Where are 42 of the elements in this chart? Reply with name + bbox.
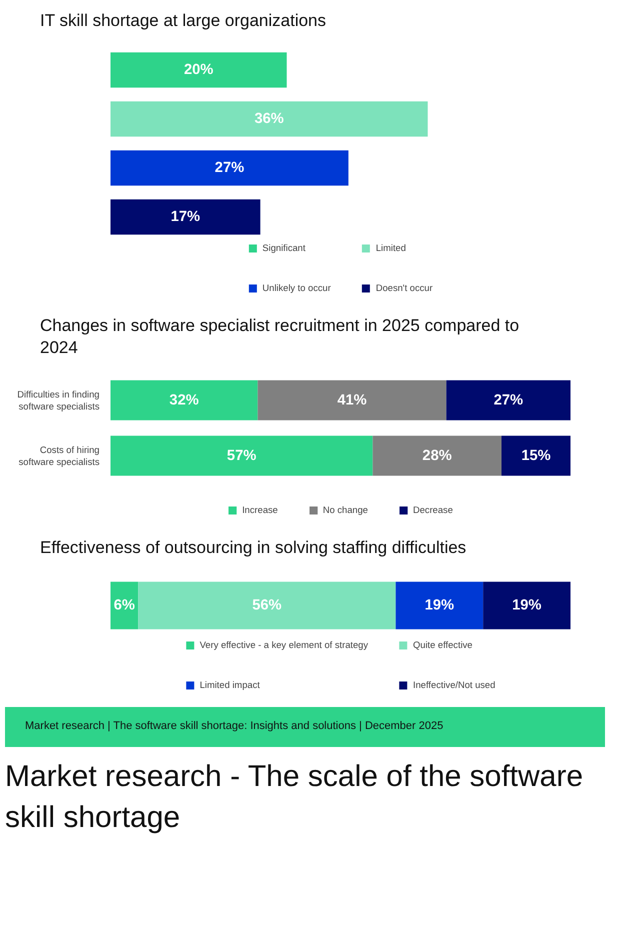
data-label: 15% — [521, 448, 551, 464]
data-label: 56% — [252, 598, 282, 614]
legend-label: Very effective - a key element of strategy — [200, 640, 368, 650]
data-label: 28% — [422, 448, 452, 464]
legend-label: Limited impact — [200, 680, 260, 690]
legend-label: Doesn't occur — [376, 283, 433, 294]
legend-label: Decrease — [412, 504, 453, 515]
y-tick-label: Difficulties in finding software specialists — [17, 389, 100, 411]
bar — [396, 582, 484, 630]
bar — [110, 436, 373, 476]
legend-label: Increase — [242, 504, 278, 515]
bar — [258, 380, 446, 420]
data-label: 19% — [424, 598, 454, 614]
legend-label: No change — [322, 504, 368, 515]
y-tick-label: Costs of hiring software specialists — [18, 444, 100, 466]
bar — [446, 380, 570, 420]
chart-title: IT skill shortage at large organizations — [40, 10, 326, 32]
legend-label: Ineffective/Not used — [413, 680, 496, 690]
chart-title: Changes in software specialist recruitment in 2025 compared to 2024 — [40, 315, 520, 358]
data-label: 57% — [226, 448, 256, 464]
bar — [110, 582, 138, 630]
bar — [110, 380, 258, 420]
data-label: 27% — [494, 392, 524, 408]
data-label: 19% — [512, 598, 542, 614]
data-label: 17% — [170, 209, 200, 226]
data-label: 41% — [337, 392, 367, 408]
bar — [483, 582, 570, 630]
data-label: 36% — [254, 111, 284, 128]
data-label: 20% — [184, 62, 214, 78]
data-label: 27% — [214, 160, 244, 176]
legend-label: Limited — [376, 243, 406, 254]
data-label: 6% — [114, 598, 135, 614]
legend-label: Quite effective — [413, 640, 472, 650]
chart-title: Effectiveness of outsourcing in solving staffing difficulties — [40, 536, 466, 558]
legend-label: Significant — [262, 243, 306, 254]
legend-label: Unlikely to occur — [262, 283, 331, 294]
text: Market research | The software skill shortage: Insights and solutions | December 2025 — [25, 719, 444, 734]
bar — [372, 436, 502, 476]
data-label: 32% — [169, 392, 199, 408]
bar — [138, 582, 396, 630]
text: Market research - The scale of the software skill shortage — [5, 759, 584, 836]
bar — [502, 436, 570, 476]
